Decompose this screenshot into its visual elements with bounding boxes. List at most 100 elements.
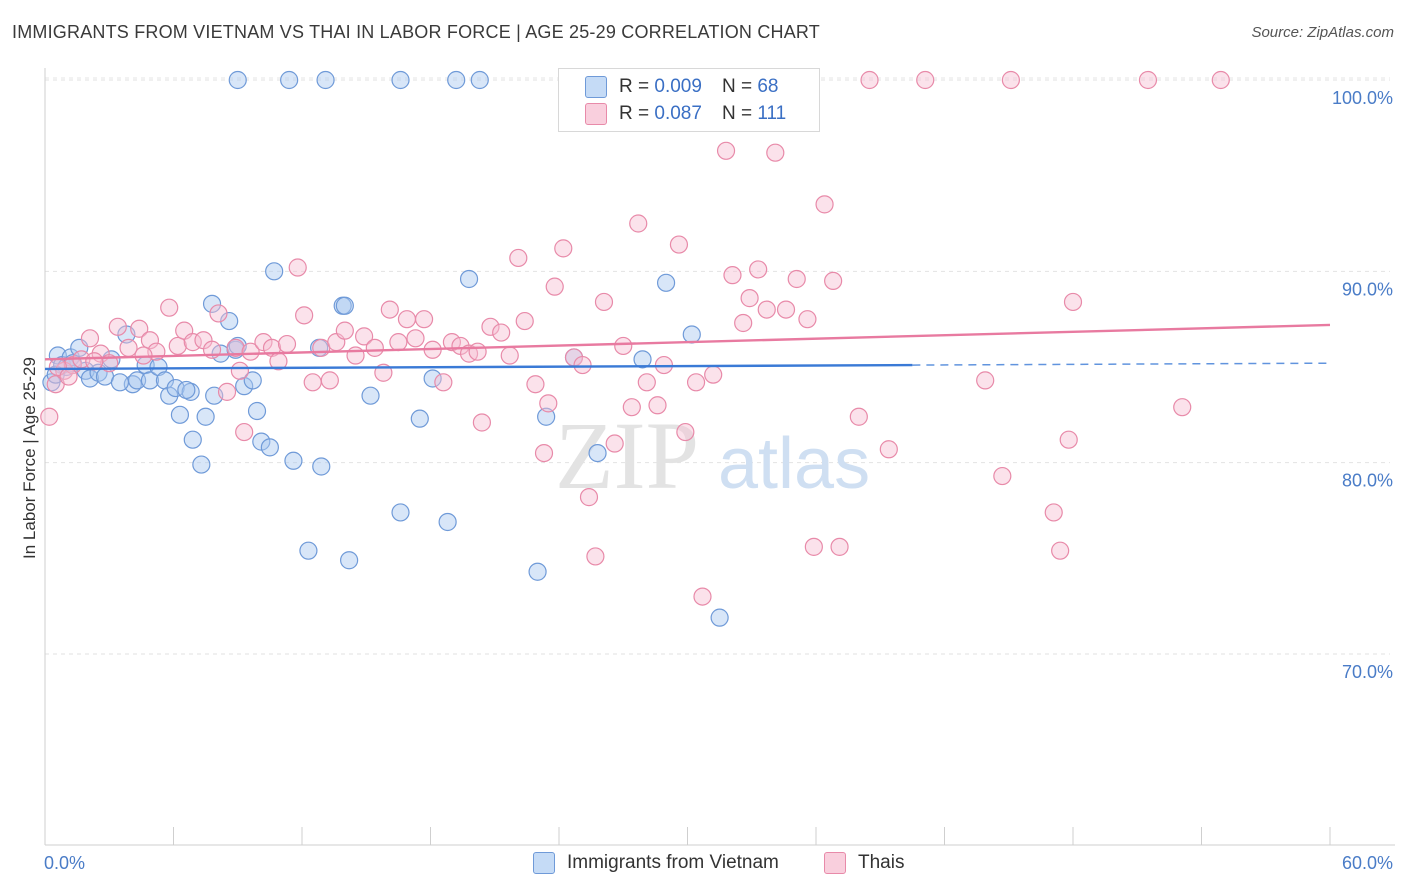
data-point <box>183 430 202 449</box>
data-point <box>710 608 729 627</box>
legend-swatch-vietnam <box>585 76 607 98</box>
data-point <box>534 444 554 463</box>
legend-label-vietnam: Immigrants from Vietnam <box>567 852 779 873</box>
data-point <box>509 248 528 268</box>
data-point <box>879 440 898 459</box>
legend-n-value: 68 <box>757 76 779 97</box>
data-point <box>605 434 624 453</box>
data-point <box>312 457 331 476</box>
data-point <box>40 407 59 426</box>
data-point <box>228 70 247 90</box>
watermark: ZIP atlas <box>555 402 870 509</box>
data-point <box>168 336 187 356</box>
data-point <box>545 277 564 296</box>
data-point <box>361 386 380 405</box>
data-point <box>335 321 354 340</box>
data-point <box>614 336 633 356</box>
legend-item-vietnam: Immigrants from Vietnam <box>533 852 779 874</box>
data-point <box>637 373 656 392</box>
data-point <box>442 333 462 352</box>
data-point <box>217 382 237 401</box>
data-point <box>1173 398 1192 417</box>
data-point <box>622 398 641 417</box>
data-point <box>192 455 211 474</box>
data-point <box>860 70 879 90</box>
data-point <box>757 300 776 319</box>
source-label: Source: ZipAtlas.com <box>1251 24 1394 41</box>
data-point <box>1211 70 1230 90</box>
data-point <box>723 266 742 285</box>
data-point <box>391 503 410 522</box>
data-points <box>40 70 1230 627</box>
data-point <box>230 361 249 380</box>
data-point <box>554 239 573 258</box>
legend-n-label: N = <box>721 76 753 97</box>
data-point <box>815 195 834 214</box>
data-point <box>468 342 487 361</box>
data-point <box>410 409 429 428</box>
data-point <box>110 373 130 392</box>
y-axis-title: In Labor Force | Age 25-29 <box>20 357 39 559</box>
data-point <box>202 294 222 313</box>
data-point <box>798 310 817 329</box>
trend-line <box>44 323 1331 361</box>
data-point <box>355 327 374 346</box>
data-point <box>265 262 284 281</box>
data-point <box>993 466 1012 486</box>
data-point <box>303 373 322 392</box>
legend-swatch-vietnam <box>533 852 555 874</box>
trend-line-extension <box>912 362 1331 366</box>
y-tick-labels: 70.0% 80.0% 90.0% 100.0% <box>1332 88 1393 682</box>
data-point <box>80 329 100 348</box>
data-point <box>170 405 190 424</box>
data-point <box>277 334 297 354</box>
legend-r-label: R = <box>619 76 650 97</box>
data-point <box>1051 541 1070 560</box>
data-point <box>365 338 384 357</box>
legend-r-label: R = <box>619 103 650 124</box>
data-point <box>500 346 519 365</box>
data-point <box>459 269 479 289</box>
data-point <box>59 367 78 386</box>
data-point <box>669 235 689 254</box>
data-point <box>140 371 160 390</box>
y-tick-label: 100.0% <box>1332 88 1393 108</box>
watermark-atlas: atlas <box>718 424 870 504</box>
y-tick-label: 80.0% <box>1342 471 1393 491</box>
trend-line <box>44 363 913 371</box>
legend-row-vietnam: R = 0.009 N = 68 <box>585 74 778 100</box>
data-point <box>1059 430 1078 449</box>
data-point <box>389 333 408 352</box>
data-point <box>247 401 267 421</box>
x-tick-label: 0.0% <box>44 853 85 873</box>
y-tick-label: 90.0% <box>1342 279 1393 299</box>
data-point <box>629 214 648 233</box>
data-point <box>447 70 466 90</box>
data-point <box>85 352 104 371</box>
data-point <box>288 258 307 277</box>
data-point <box>335 296 354 315</box>
data-point <box>346 346 365 365</box>
legend-swatch-thais <box>824 852 846 874</box>
data-point <box>515 311 534 331</box>
legend-item-thais: Thais <box>824 852 904 874</box>
data-point <box>481 317 500 336</box>
data-point <box>526 375 545 394</box>
data-point <box>284 451 303 470</box>
data-point <box>108 317 127 336</box>
data-point <box>804 537 823 556</box>
legend-n-value: 111 <box>757 103 787 124</box>
data-point <box>438 512 457 532</box>
data-point <box>423 369 442 388</box>
data-point <box>492 323 511 342</box>
series-legend: Immigrants from Vietnam Thais <box>0 852 1406 878</box>
data-point <box>539 394 558 413</box>
data-point <box>260 438 279 457</box>
data-point <box>196 407 215 426</box>
data-point <box>749 260 768 279</box>
data-point <box>528 562 547 581</box>
data-point <box>1001 70 1020 90</box>
data-point <box>140 331 160 350</box>
data-point <box>316 70 335 90</box>
